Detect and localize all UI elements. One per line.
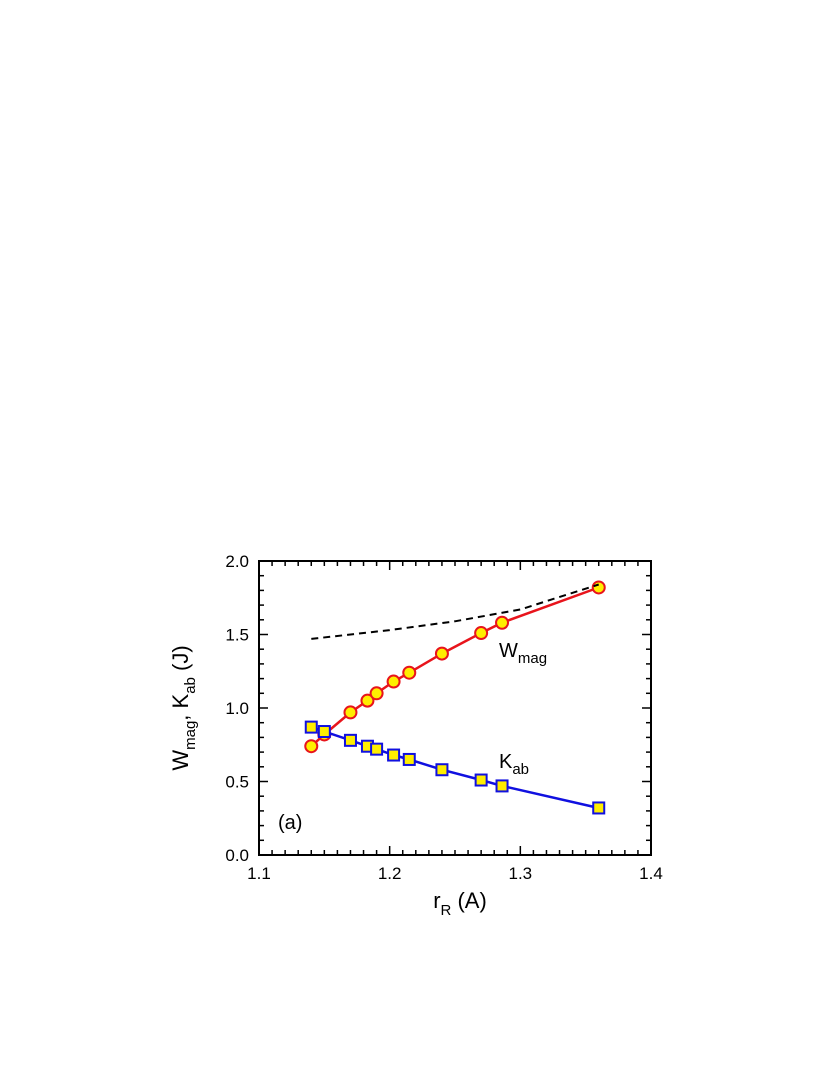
data-point-square	[317, 725, 331, 739]
data-point-circle	[474, 626, 489, 641]
data-point-circle	[434, 646, 449, 661]
data-point-circle	[402, 665, 417, 680]
x-tick-label: 1.1	[247, 864, 271, 883]
y-tick-label: 2.0	[225, 552, 249, 571]
x-tick-label: 1.2	[378, 864, 402, 883]
data-point-circle	[360, 693, 375, 708]
y-axis-label: Wmag, Kab (J)	[168, 645, 199, 770]
data-point-circle	[591, 580, 606, 595]
data-point-square	[592, 801, 606, 815]
panel-label: (a)	[278, 812, 302, 834]
x-axis-label: rR (A)	[433, 888, 487, 919]
data-point-square	[387, 748, 401, 762]
data-point-square	[495, 779, 509, 793]
data-point-square	[370, 742, 384, 756]
plot-frame	[258, 560, 652, 856]
data-point-circle	[495, 615, 510, 630]
plot-area: 1.1 1.2 1.3 1.4 0.0 0.5 1.0 1.5 2.0 rR (A) Wmag, K…	[168, 552, 663, 919]
data-point-circle	[304, 739, 319, 754]
data-point-circle	[386, 674, 401, 689]
data-point-square	[402, 752, 416, 766]
data-point-square	[304, 720, 318, 734]
y-tick-label: 0.0	[225, 846, 249, 865]
data-point-circle	[343, 705, 358, 720]
x-tick-label: 1.4	[639, 864, 663, 883]
series-label-w-mag: Wmag	[499, 640, 547, 667]
y-tick-label: 0.5	[225, 773, 249, 792]
data-point-square	[474, 773, 488, 787]
y-tick-label: 1.5	[225, 626, 249, 645]
y-tick-label: 1.0	[225, 699, 249, 718]
series-line-dashed-reference	[311, 583, 600, 640]
data-point-circle	[369, 686, 384, 701]
x-tick-label: 1.3	[509, 864, 533, 883]
series-label-k-ab: Kab	[499, 751, 529, 778]
series-line-w-mag	[310, 586, 600, 748]
data-point-square	[435, 763, 449, 777]
data-point-square	[343, 733, 357, 747]
